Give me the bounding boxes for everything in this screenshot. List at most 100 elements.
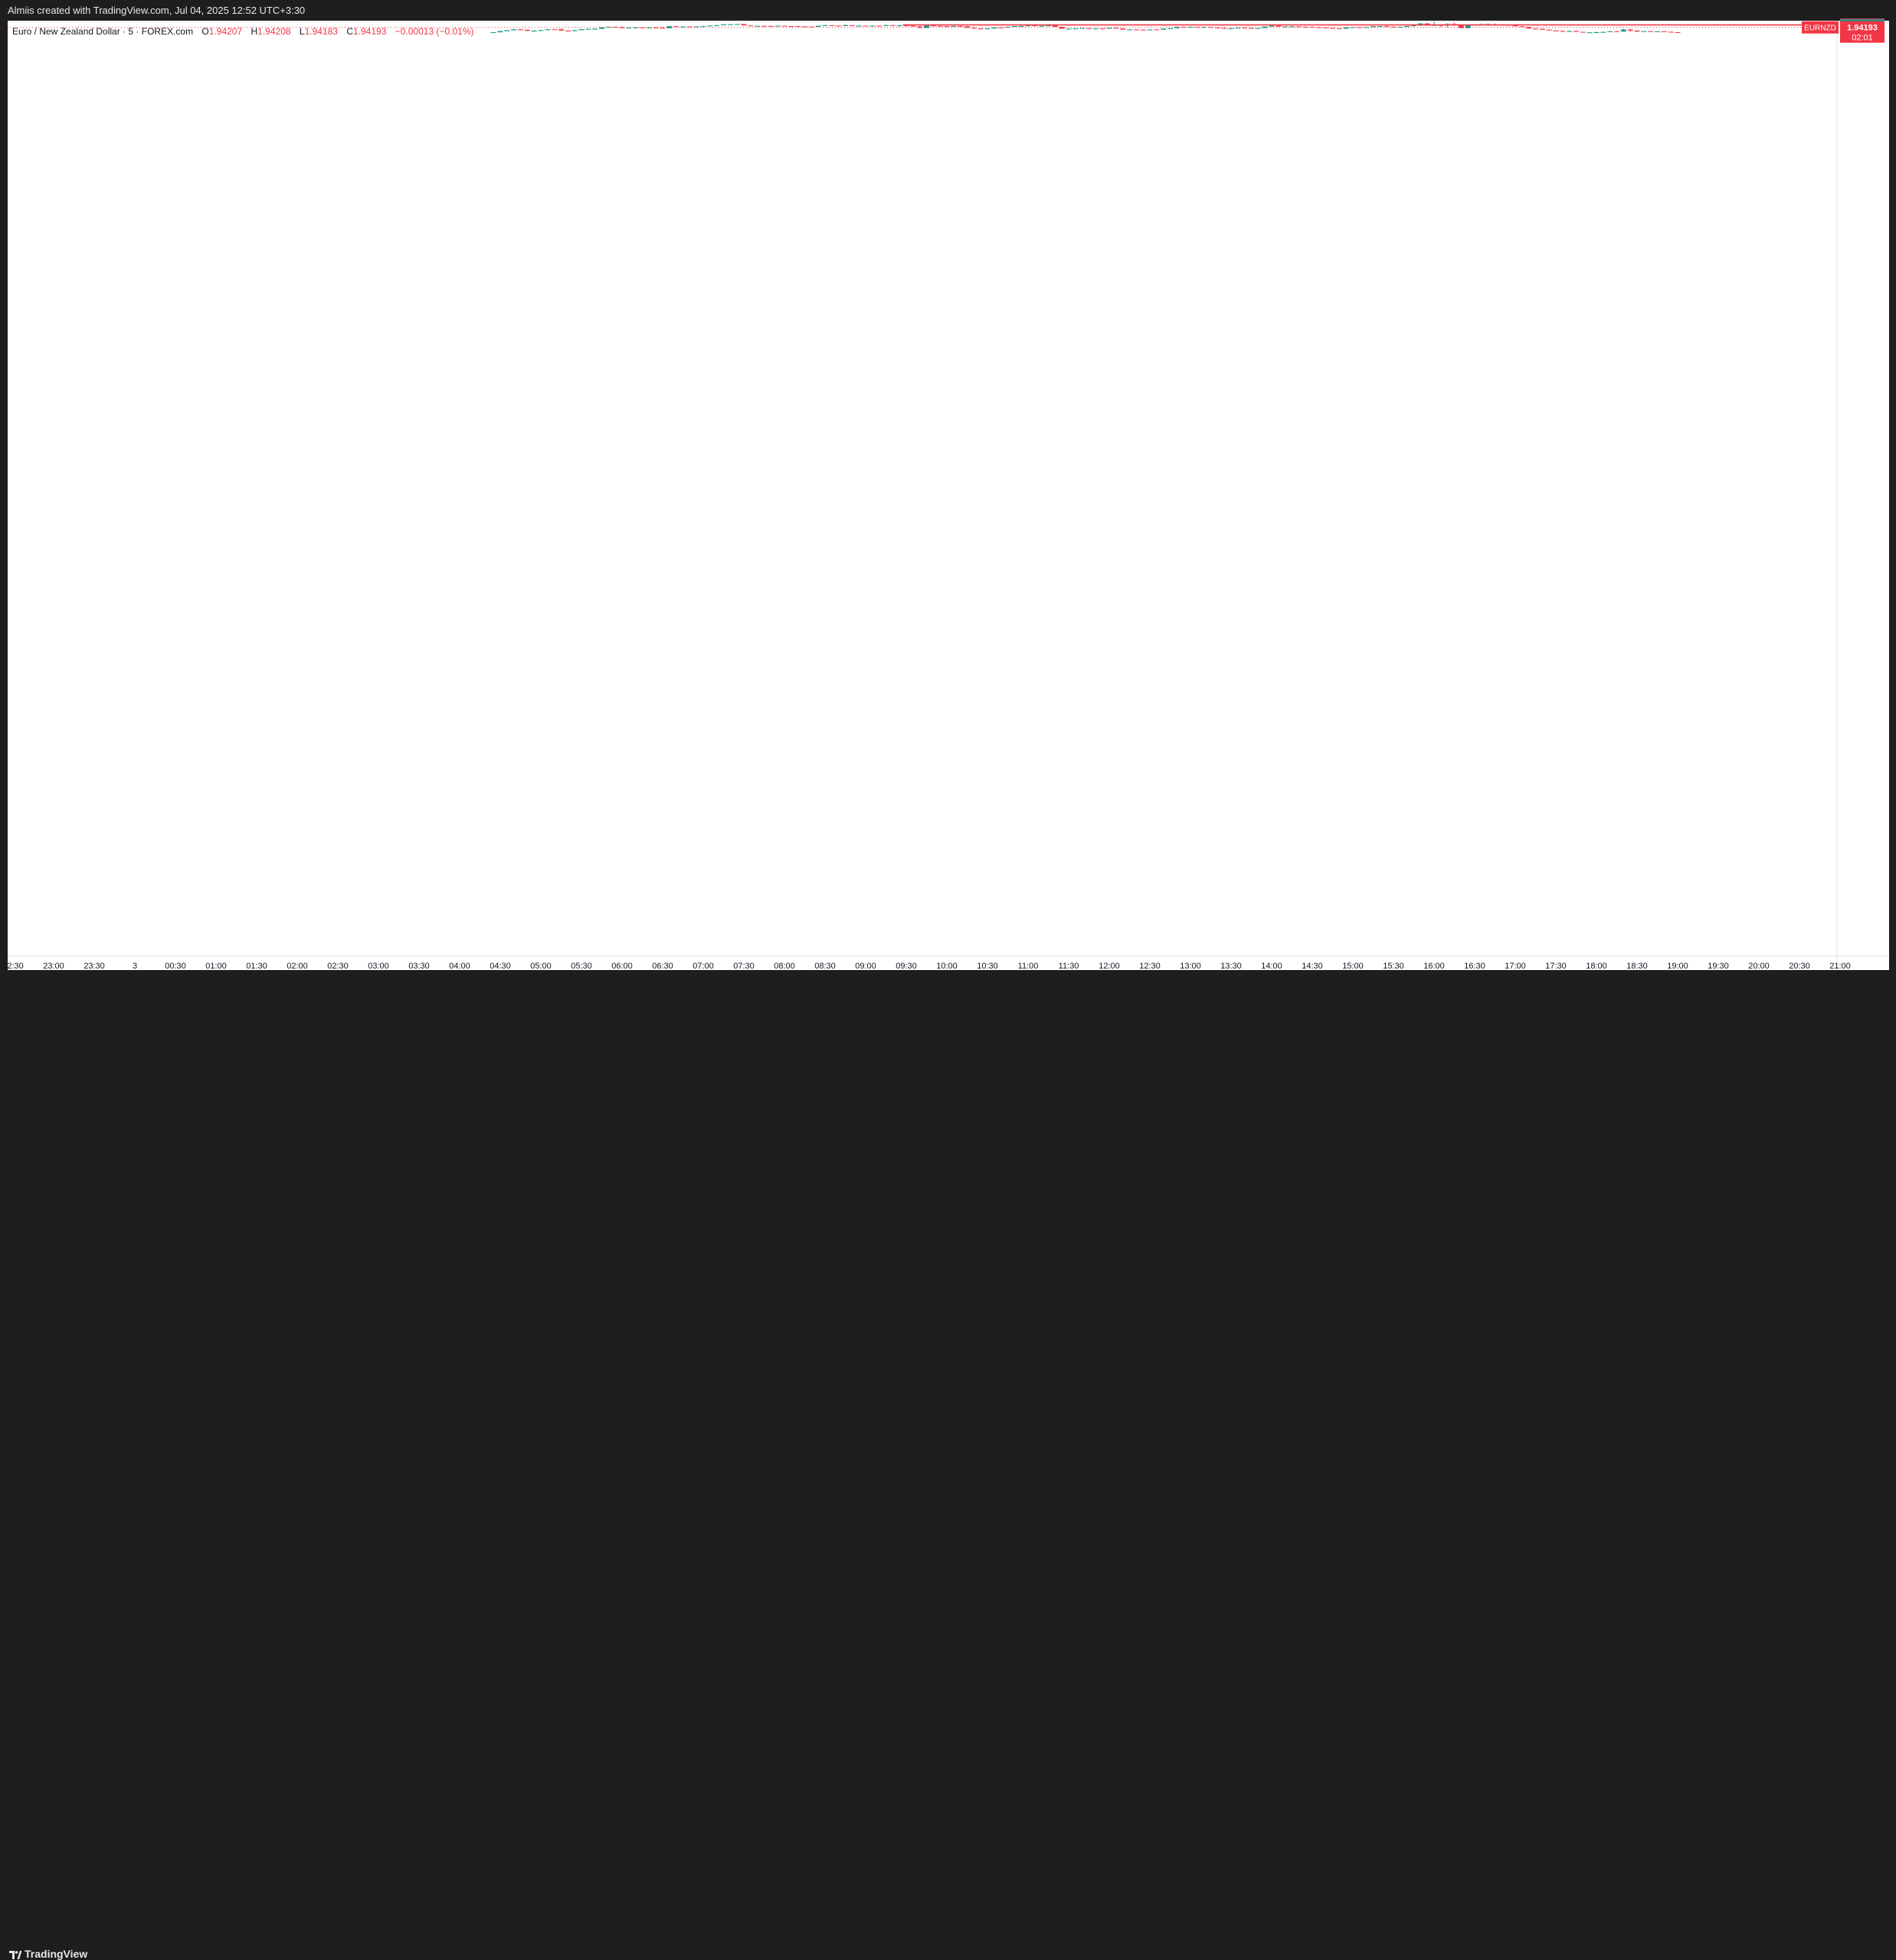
candle[interactable] bbox=[1539, 28, 1545, 30]
candle[interactable] bbox=[1302, 26, 1308, 28]
candle[interactable] bbox=[578, 29, 585, 31]
candle[interactable] bbox=[829, 25, 835, 26]
candle[interactable] bbox=[585, 28, 591, 30]
candle[interactable] bbox=[958, 25, 964, 27]
candle[interactable] bbox=[666, 26, 673, 28]
candle[interactable] bbox=[889, 25, 896, 26]
candle[interactable] bbox=[504, 30, 510, 31]
candle[interactable] bbox=[1039, 25, 1045, 27]
candle[interactable] bbox=[1607, 31, 1613, 32]
candle[interactable] bbox=[1560, 30, 1566, 32]
candle[interactable] bbox=[761, 25, 767, 27]
candle[interactable] bbox=[836, 25, 842, 27]
candle[interactable] bbox=[1600, 31, 1606, 33]
candle[interactable] bbox=[1384, 25, 1390, 28]
candle[interactable] bbox=[1079, 28, 1086, 29]
candle[interactable] bbox=[686, 26, 693, 28]
candle[interactable] bbox=[693, 26, 699, 28]
candle[interactable] bbox=[571, 30, 578, 31]
candle[interactable] bbox=[1573, 30, 1579, 32]
candle[interactable] bbox=[843, 24, 848, 26]
candle[interactable] bbox=[707, 25, 713, 27]
candle[interactable] bbox=[1025, 25, 1031, 27]
candle[interactable] bbox=[1262, 26, 1268, 28]
candle[interactable] bbox=[1221, 28, 1227, 29]
candle[interactable] bbox=[1627, 28, 1633, 32]
candle[interactable] bbox=[1099, 28, 1105, 30]
candle[interactable] bbox=[768, 25, 774, 27]
candle[interactable] bbox=[808, 26, 814, 28]
candle[interactable] bbox=[653, 27, 659, 28]
candle[interactable] bbox=[1397, 26, 1403, 28]
candle[interactable] bbox=[1052, 25, 1058, 28]
candle[interactable] bbox=[1593, 31, 1600, 34]
candle[interactable] bbox=[802, 26, 807, 28]
candle[interactable] bbox=[1161, 28, 1167, 30]
candle[interactable] bbox=[1648, 31, 1654, 32]
candle[interactable] bbox=[1634, 30, 1640, 32]
candle[interactable] bbox=[991, 27, 997, 29]
candle[interactable] bbox=[1167, 28, 1173, 29]
candle[interactable] bbox=[531, 30, 537, 32]
candle[interactable] bbox=[1553, 30, 1559, 31]
candle[interactable] bbox=[1269, 25, 1275, 27]
candle[interactable] bbox=[1533, 28, 1538, 30]
candle[interactable] bbox=[1201, 26, 1207, 28]
candle[interactable] bbox=[633, 26, 639, 28]
candle[interactable] bbox=[1364, 27, 1370, 28]
candle[interactable] bbox=[869, 25, 876, 27]
candle[interactable] bbox=[518, 29, 523, 31]
candle[interactable] bbox=[490, 32, 496, 34]
candle[interactable] bbox=[1133, 29, 1139, 31]
candle[interactable] bbox=[1295, 26, 1302, 28]
candle[interactable] bbox=[924, 25, 929, 28]
candle[interactable] bbox=[1377, 25, 1383, 28]
candle[interactable] bbox=[1275, 25, 1282, 28]
candle[interactable] bbox=[1127, 29, 1132, 31]
candle[interactable] bbox=[1526, 26, 1532, 29]
candle[interactable] bbox=[599, 27, 604, 29]
candle[interactable] bbox=[558, 28, 564, 31]
candle[interactable] bbox=[1587, 32, 1593, 34]
candle[interactable] bbox=[1336, 28, 1342, 29]
candle[interactable] bbox=[1465, 25, 1471, 29]
candle[interactable] bbox=[1404, 25, 1410, 28]
candle[interactable] bbox=[977, 28, 984, 30]
candle[interactable] bbox=[1092, 28, 1099, 30]
candle[interactable] bbox=[951, 25, 957, 27]
candle[interactable] bbox=[511, 29, 517, 31]
candlestick-chart[interactable]: 1.945201.945001.944801.944601.944401.944… bbox=[0, 0, 1896, 997]
chart-canvas[interactable] bbox=[8, 21, 1889, 970]
candle[interactable] bbox=[497, 31, 503, 33]
candle[interactable] bbox=[538, 30, 544, 31]
candle[interactable] bbox=[1120, 28, 1126, 30]
candle[interactable] bbox=[1567, 30, 1573, 32]
candle[interactable] bbox=[545, 29, 551, 31]
candle[interactable] bbox=[1343, 27, 1349, 29]
candle[interactable] bbox=[1546, 29, 1552, 31]
candle[interactable] bbox=[1655, 31, 1660, 32]
candle[interactable] bbox=[619, 26, 625, 28]
candle[interactable] bbox=[1580, 31, 1586, 33]
candle[interactable] bbox=[815, 25, 821, 28]
candle[interactable] bbox=[1018, 25, 1024, 27]
candle[interactable] bbox=[1113, 27, 1119, 29]
candle[interactable] bbox=[1140, 29, 1146, 31]
candle[interactable] bbox=[1174, 26, 1180, 28]
candle[interactable] bbox=[795, 26, 801, 28]
candle[interactable] bbox=[896, 25, 902, 27]
candle[interactable] bbox=[883, 25, 889, 26]
candle[interactable] bbox=[714, 25, 720, 26]
candle[interactable] bbox=[680, 26, 686, 28]
candle[interactable] bbox=[984, 28, 991, 30]
candle[interactable] bbox=[876, 25, 883, 27]
candle[interactable] bbox=[1214, 27, 1220, 29]
candle[interactable] bbox=[1316, 27, 1322, 28]
candle[interactable] bbox=[863, 25, 869, 27]
candle[interactable] bbox=[1005, 26, 1010, 28]
candle[interactable] bbox=[524, 29, 530, 31]
candle[interactable] bbox=[741, 24, 747, 26]
candle[interactable] bbox=[1228, 28, 1234, 29]
candle[interactable] bbox=[1289, 25, 1295, 28]
candle[interactable] bbox=[774, 25, 781, 27]
